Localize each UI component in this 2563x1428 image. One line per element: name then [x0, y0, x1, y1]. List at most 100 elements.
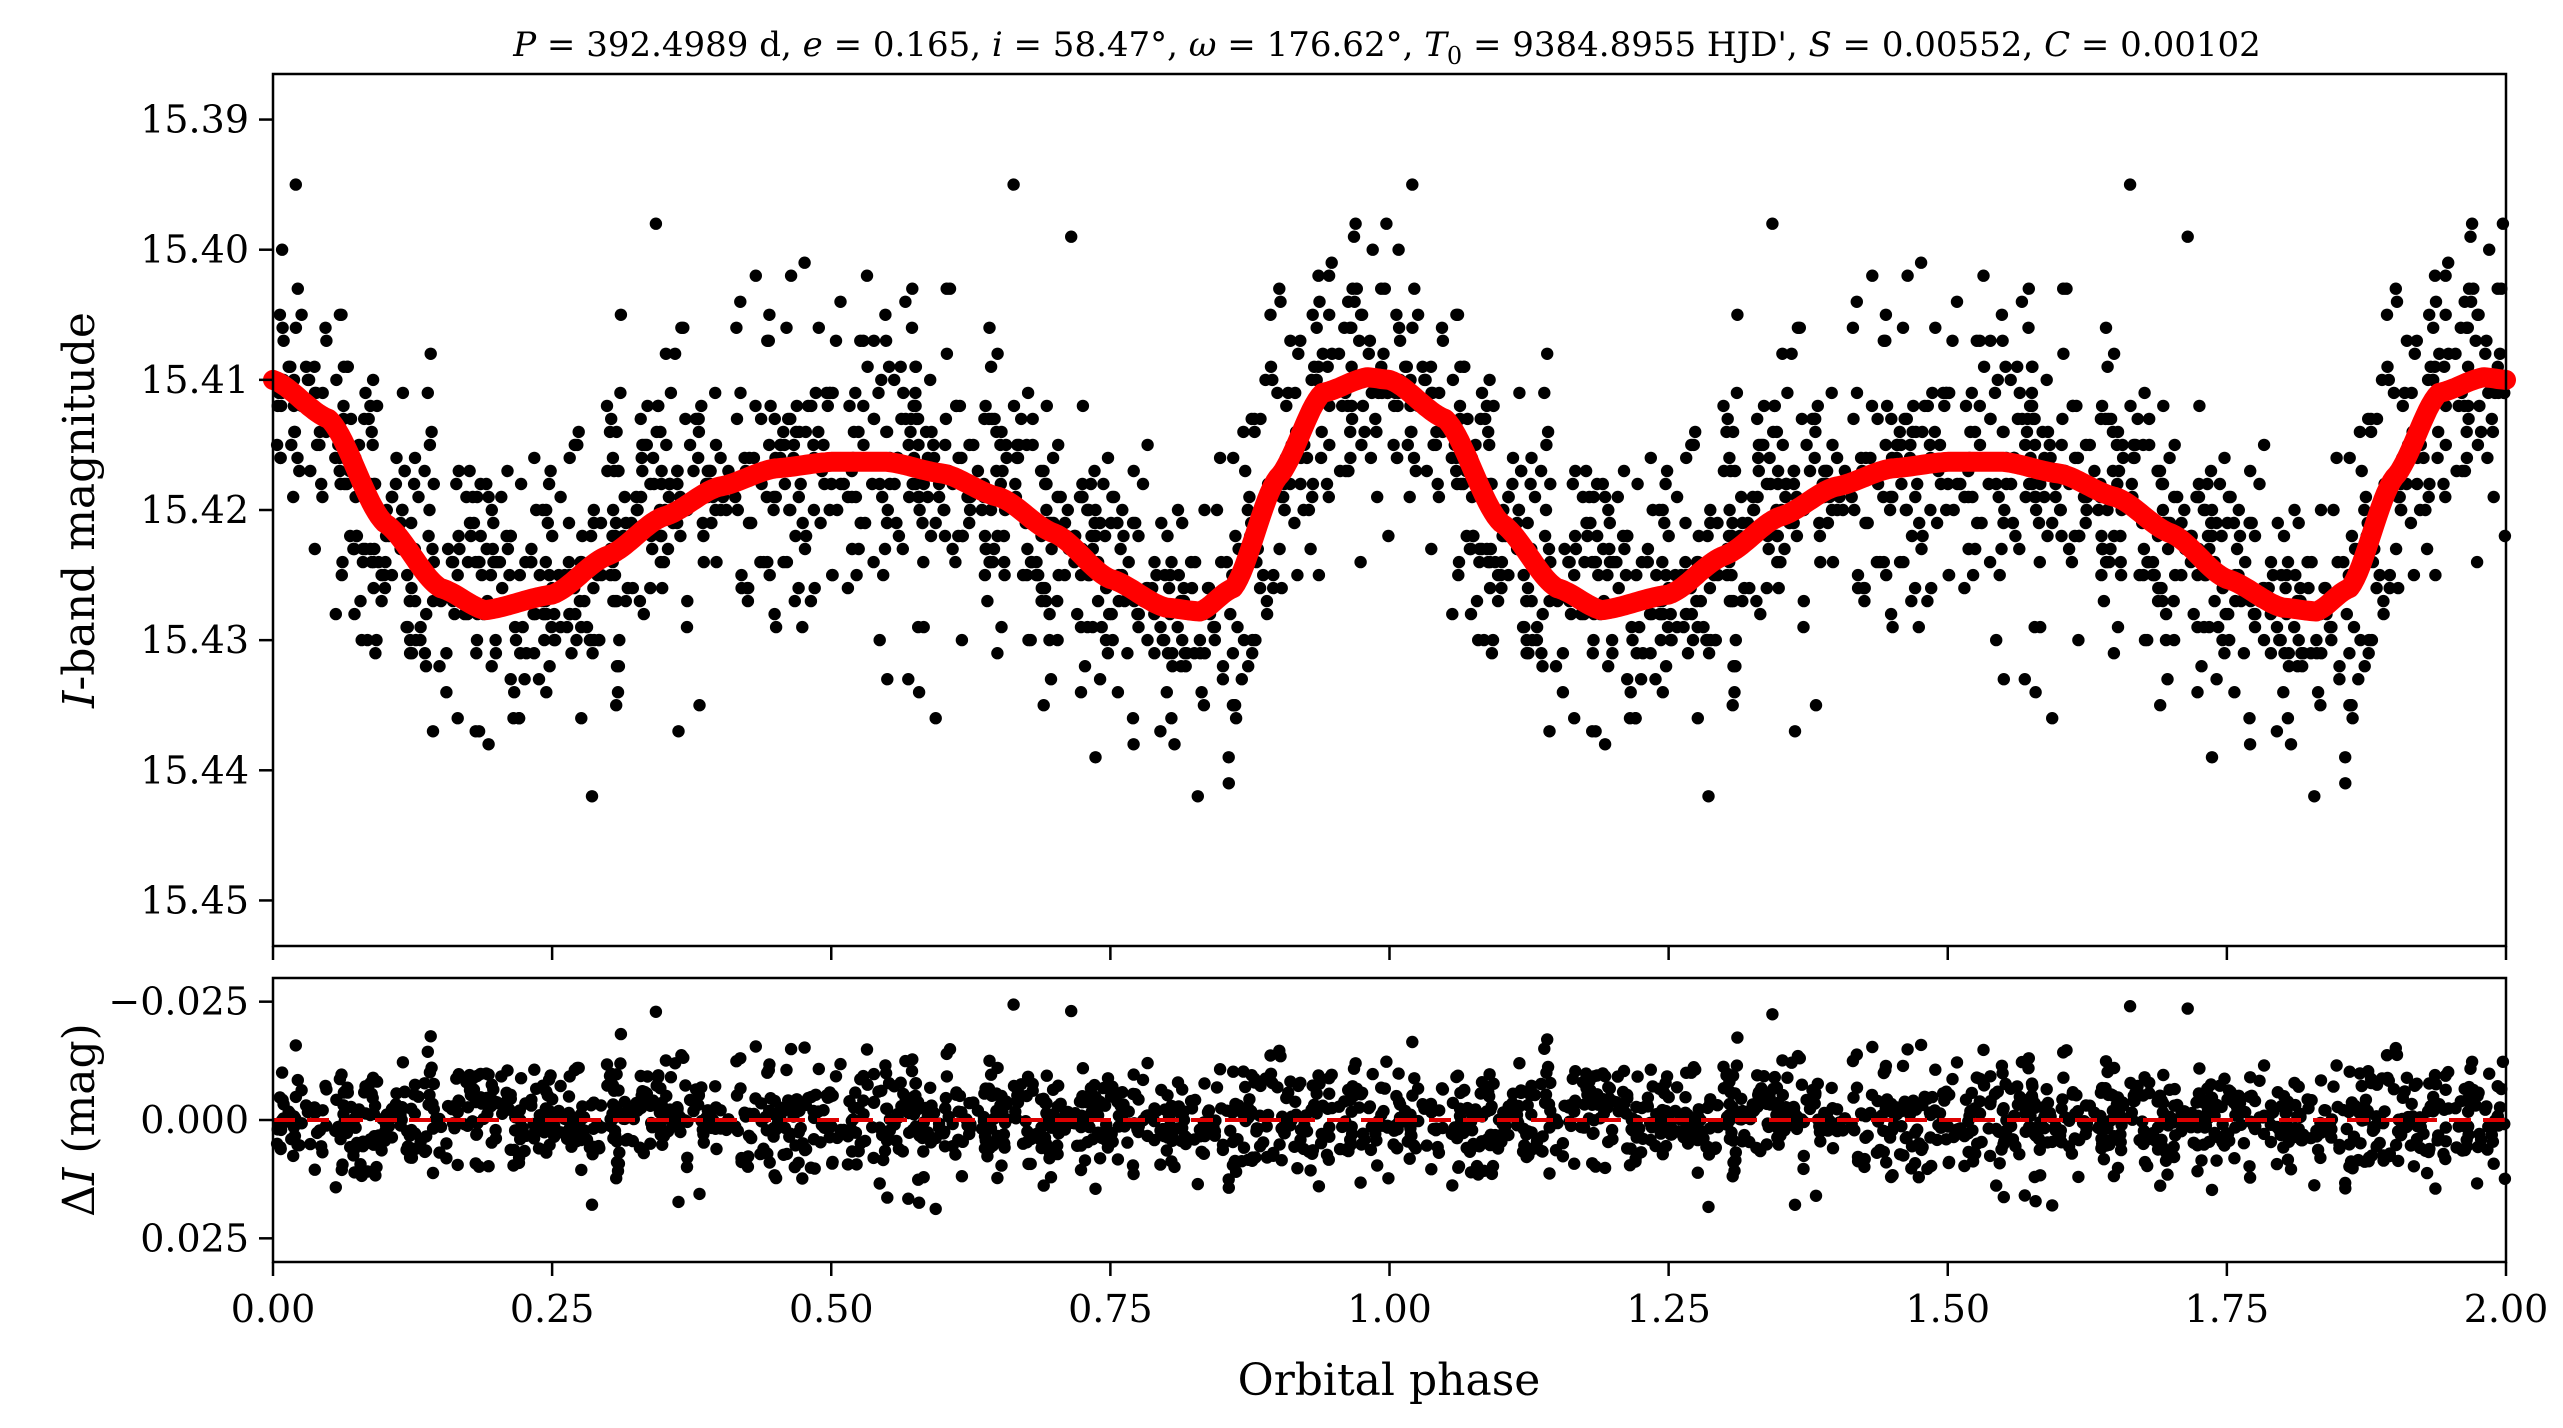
data-point [683, 438, 697, 452]
data-point [302, 373, 316, 387]
data-point [761, 555, 774, 569]
data-point [310, 438, 324, 452]
residual-point [1009, 1112, 1023, 1125]
residual-point [834, 1123, 847, 1137]
data-point [1891, 438, 1904, 452]
data-point [2212, 620, 2225, 634]
data-point [1720, 425, 1733, 439]
data-point [1168, 738, 1181, 751]
data-point [902, 438, 915, 452]
data-point [1726, 516, 1739, 530]
data-point [636, 464, 649, 478]
residual-point [696, 1123, 709, 1136]
data-point [1923, 438, 1937, 452]
residual-point [798, 1041, 811, 1054]
data-point [949, 555, 962, 569]
residual-point [1723, 1097, 1736, 1111]
residual-point [2355, 1079, 2368, 1093]
data-point [2041, 529, 2054, 543]
data-point [470, 633, 484, 647]
data-point [1165, 555, 1178, 569]
data-point [784, 503, 797, 517]
residual-point [929, 1132, 942, 1145]
residual-point [1879, 1063, 1892, 1077]
data-point [953, 399, 967, 413]
residual-point [1239, 1080, 1252, 1094]
residual-point [1365, 1120, 1379, 1134]
data-point [2491, 282, 2504, 295]
residual-point [1304, 1164, 1317, 1177]
residual-point [472, 1094, 485, 1107]
data-point [446, 555, 460, 569]
residual-point [2454, 1095, 2467, 1108]
data-point [675, 321, 688, 334]
data-point [788, 594, 801, 608]
data-point [938, 503, 951, 517]
residual-point [2146, 1131, 2160, 1145]
data-point [1730, 386, 1744, 400]
residual-point [984, 1122, 998, 1135]
data-point [955, 633, 969, 647]
data-point [1757, 399, 1771, 413]
residual-point [1342, 1083, 1355, 1097]
residual-point [734, 1052, 747, 1065]
data-point [500, 529, 513, 543]
data-point [939, 438, 952, 452]
residual-point [1259, 1072, 1272, 1085]
x-tick-label: 1.25 [1626, 1287, 1711, 1331]
data-point [763, 568, 776, 582]
data-point [474, 529, 487, 543]
data-point [2270, 620, 2284, 634]
residual-point [1353, 1101, 1366, 1114]
data-point [882, 360, 896, 373]
data-point [831, 503, 844, 517]
data-point [880, 425, 893, 439]
data-point [1393, 334, 1407, 347]
data-point [1859, 451, 1873, 465]
residual-point [1811, 1077, 1825, 1091]
residual-point [700, 1111, 713, 1124]
residual-point [1007, 998, 1020, 1011]
data-point [927, 438, 940, 452]
data-point [1432, 490, 1446, 504]
data-point [480, 477, 493, 491]
y-tick-label: 0.000 [140, 1098, 249, 1142]
data-point [1566, 477, 1580, 491]
residual-point [1236, 1107, 1250, 1121]
residual-point [1391, 1123, 1404, 1136]
data-point [1132, 620, 1145, 634]
data-point [1097, 477, 1110, 491]
residual-point [664, 1071, 678, 1084]
data-point [2339, 751, 2352, 764]
data-point [873, 633, 886, 647]
data-point [1751, 490, 1764, 504]
data-point [440, 647, 453, 660]
residual-point [433, 1112, 446, 1126]
data-point [1220, 555, 1234, 569]
data-point [1630, 647, 1643, 660]
data-point [1643, 607, 1657, 621]
data-point [1226, 647, 1240, 660]
data-point [2208, 594, 2221, 608]
data-point [1717, 464, 1731, 478]
data-point [501, 542, 515, 556]
residual-point [826, 1089, 839, 1102]
residual-point [849, 1086, 862, 1099]
data-point [1037, 699, 1050, 712]
data-point [1787, 464, 1800, 478]
residual-point [1950, 1056, 1964, 1069]
data-point [1026, 438, 1039, 452]
data-point [2101, 503, 2114, 517]
data-point [2099, 321, 2113, 334]
data-point [1990, 633, 2003, 647]
residual-point [860, 1043, 874, 1056]
data-point [1513, 386, 1526, 400]
residual-point [613, 1146, 626, 1159]
residual-point [1631, 1070, 1644, 1083]
data-point [378, 581, 392, 595]
data-point [2392, 581, 2405, 595]
residual-point [1026, 1084, 1039, 1097]
data-point [2439, 490, 2452, 504]
residual-point [2187, 1136, 2200, 1150]
residual-point [2034, 1169, 2047, 1182]
